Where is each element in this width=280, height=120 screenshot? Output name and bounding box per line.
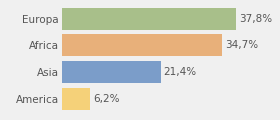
- Bar: [62, 8, 237, 30]
- Bar: [62, 61, 161, 83]
- Text: 21,4%: 21,4%: [163, 67, 197, 77]
- Text: 37,8%: 37,8%: [239, 14, 272, 24]
- Text: 6,2%: 6,2%: [93, 94, 120, 104]
- Text: 34,7%: 34,7%: [225, 40, 258, 50]
- Bar: [62, 88, 90, 110]
- Bar: [62, 34, 222, 56]
